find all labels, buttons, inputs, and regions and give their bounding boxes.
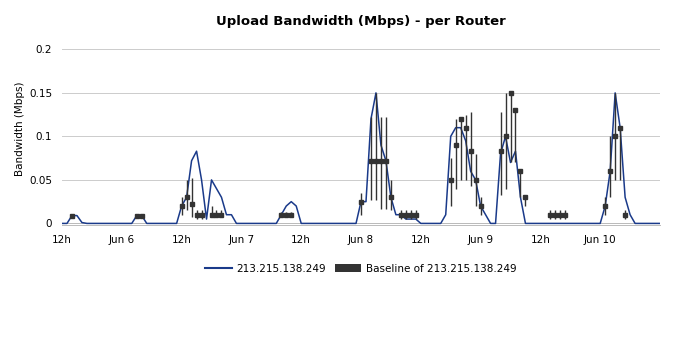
- Y-axis label: Bandwidth (Mbps): Bandwidth (Mbps): [15, 81, 25, 176]
- Legend: 213.215.138.249, Baseline of 213.215.138.249: 213.215.138.249, Baseline of 213.215.138…: [201, 260, 520, 278]
- Title: Upload Bandwidth (Mbps) - per Router: Upload Bandwidth (Mbps) - per Router: [216, 15, 506, 28]
